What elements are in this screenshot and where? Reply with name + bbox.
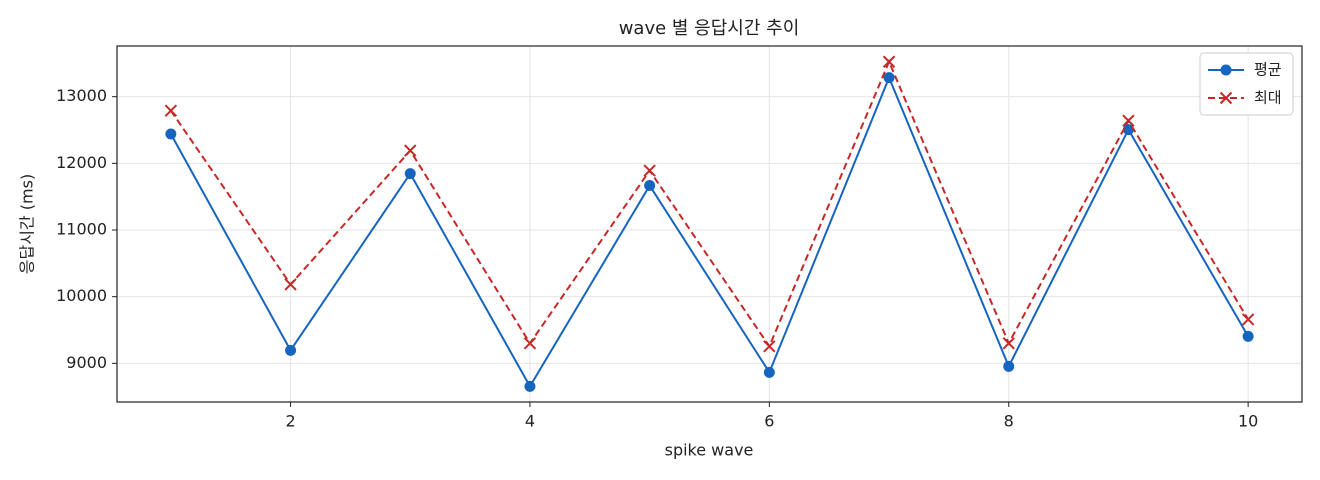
point [763,340,776,353]
point [883,72,895,84]
point [165,128,177,140]
legend-label: 평균 [1254,61,1282,79]
point [882,55,896,68]
point [164,104,178,117]
y-axis-label: 응답시간 (ms) [18,174,37,274]
y-tick-label: 11000 [56,220,107,239]
x-tick-label: 8 [1004,412,1014,431]
point [1002,337,1015,350]
y-tick-label: 12000 [56,153,107,172]
point [1242,330,1254,342]
y-tick-label: 13000 [56,86,107,105]
series-line [169,75,1250,389]
point [284,278,297,291]
point [1122,114,1135,127]
point [1003,360,1015,372]
y-tick-label: 9000 [66,353,107,372]
x-tick-label: 10 [1238,412,1258,431]
x-tick-label: 2 [285,412,295,431]
series-line [170,59,1249,349]
point [524,380,536,392]
legend-marker [1220,64,1232,76]
legend-marker [1219,91,1233,105]
point [1241,313,1255,326]
point [763,366,775,378]
point [644,180,656,192]
point [643,164,656,177]
point [404,168,416,180]
point [285,344,297,356]
x-tick-label: 6 [764,412,774,431]
legend-label: 최대 [1254,89,1282,107]
x-axis-label: spike wave [665,441,754,460]
point [404,144,417,157]
plot-frame [116,45,1303,403]
x-tick-label: 4 [525,412,535,431]
point [523,337,537,350]
chart-title: wave 별 응답시간 추이 [619,18,800,39]
y-tick-label: 10000 [56,286,107,305]
